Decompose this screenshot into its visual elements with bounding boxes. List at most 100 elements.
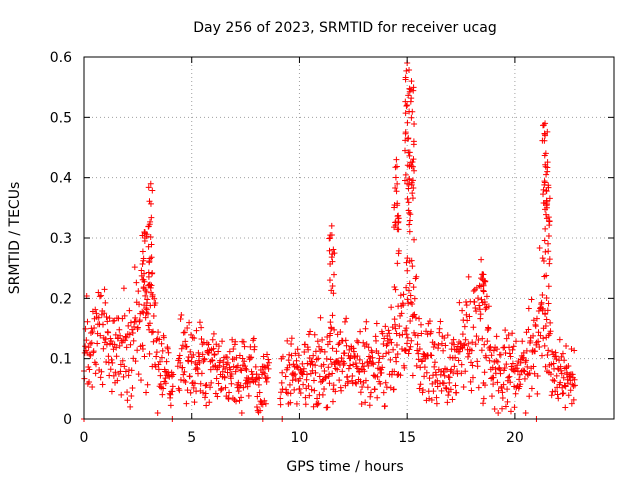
data-point	[191, 380, 198, 387]
data-point	[472, 341, 479, 348]
data-point	[302, 401, 309, 408]
data-point	[183, 343, 190, 350]
data-point	[333, 348, 340, 355]
data-point	[112, 331, 119, 338]
data-point	[124, 389, 131, 396]
data-point	[516, 371, 523, 378]
data-point	[495, 387, 502, 394]
data-point	[409, 372, 416, 379]
data-point	[554, 391, 561, 398]
data-point	[188, 331, 195, 338]
data-point	[530, 363, 537, 370]
data-point	[414, 347, 421, 354]
data-point	[419, 357, 426, 364]
data-point	[542, 363, 549, 370]
data-point	[442, 342, 449, 349]
data-point	[459, 331, 466, 338]
data-point	[222, 384, 229, 391]
data-point	[329, 282, 336, 289]
data-point	[394, 180, 401, 187]
data-point	[322, 373, 329, 380]
data-point	[408, 257, 415, 264]
data-point	[282, 373, 289, 380]
data-point	[263, 378, 270, 385]
data-point	[505, 332, 512, 339]
data-point	[134, 324, 141, 331]
data-point	[121, 363, 128, 370]
data-point	[357, 328, 364, 335]
data-point	[136, 317, 143, 324]
data-point	[125, 372, 132, 379]
data-point	[485, 303, 492, 310]
data-point	[244, 383, 251, 390]
data-point	[199, 351, 206, 358]
data-point	[467, 378, 474, 385]
data-point	[409, 163, 416, 170]
data-point	[127, 341, 134, 348]
data-point	[512, 390, 519, 397]
data-point	[354, 337, 361, 344]
data-point	[479, 271, 486, 278]
data-point	[481, 299, 488, 306]
data-point	[297, 375, 304, 382]
data-point	[410, 185, 417, 192]
data-point	[179, 364, 186, 371]
data-point	[409, 190, 416, 197]
data-point	[393, 358, 400, 365]
data-point	[303, 371, 310, 378]
data-point	[378, 369, 385, 376]
data-point	[314, 338, 321, 345]
data-point	[476, 306, 483, 313]
data-point	[287, 399, 294, 406]
data-point	[409, 108, 416, 115]
data-point	[509, 346, 516, 353]
data-point	[405, 300, 412, 307]
data-point	[494, 346, 501, 353]
data-point	[98, 368, 105, 375]
data-point	[330, 246, 337, 253]
data-point	[326, 247, 333, 254]
data-point	[481, 382, 488, 389]
data-point	[397, 372, 404, 379]
data-point	[525, 326, 532, 333]
data-point	[546, 260, 553, 267]
data-point	[545, 240, 552, 247]
data-point	[345, 378, 352, 385]
data-point	[499, 389, 506, 396]
data-point	[288, 335, 295, 342]
data-point	[135, 288, 142, 295]
data-point	[243, 366, 250, 373]
data-point	[415, 356, 422, 363]
data-point	[255, 374, 262, 381]
data-point	[547, 319, 554, 326]
data-point	[284, 337, 291, 344]
data-point	[150, 338, 157, 345]
data-point	[440, 369, 447, 376]
data-point	[294, 363, 301, 370]
data-point	[126, 307, 133, 314]
data-point	[542, 225, 549, 232]
data-point	[97, 332, 104, 339]
data-point	[86, 379, 93, 386]
data-point	[356, 356, 363, 363]
data-point	[391, 283, 398, 290]
data-point	[95, 289, 102, 296]
data-point	[144, 381, 151, 388]
data-point	[403, 284, 410, 291]
data-point	[414, 341, 421, 348]
data-point	[473, 333, 480, 340]
data-point	[542, 150, 549, 157]
data-point	[99, 381, 106, 388]
data-point	[262, 400, 269, 407]
data-point	[218, 386, 225, 393]
data-point	[169, 388, 176, 395]
data-point	[290, 372, 297, 379]
data-point	[361, 368, 368, 375]
data-point	[466, 313, 473, 320]
data-point	[288, 352, 295, 359]
data-point	[370, 361, 377, 368]
data-point	[428, 328, 435, 335]
data-point	[88, 339, 95, 346]
data-point	[403, 67, 410, 74]
data-point	[320, 361, 327, 368]
